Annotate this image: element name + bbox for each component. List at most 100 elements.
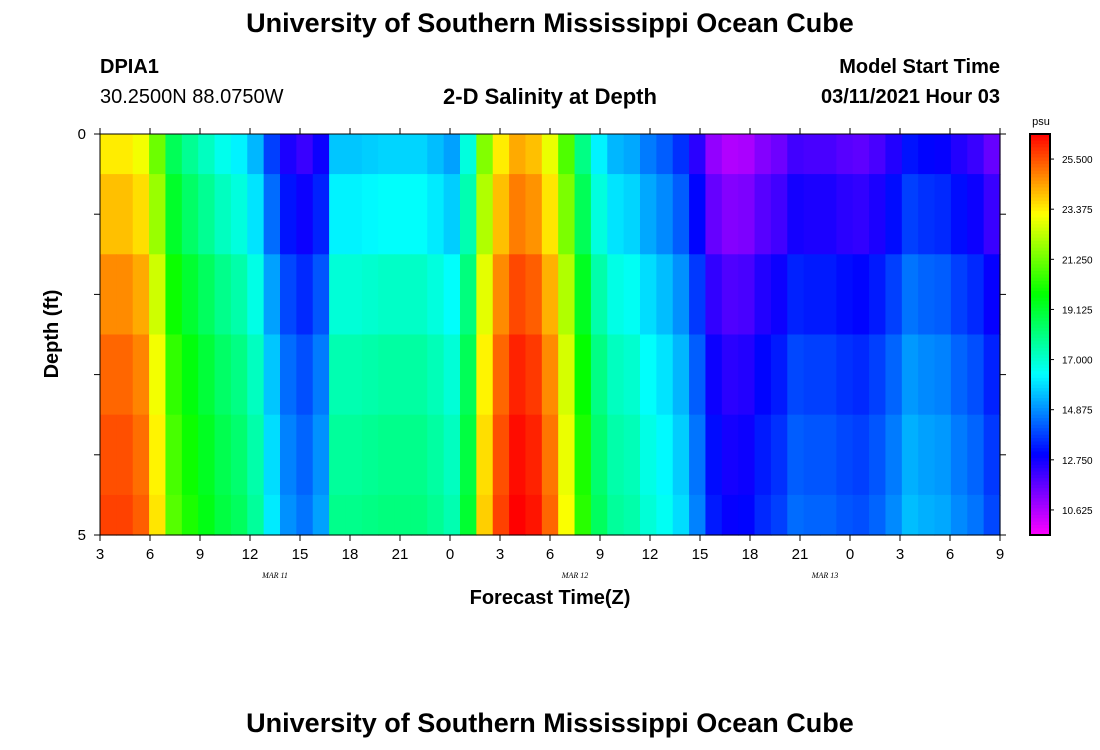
y-axis: 05: [78, 126, 1006, 544]
x-date-label: MAR 11: [261, 571, 288, 580]
heatmap-cell: [738, 414, 756, 496]
colorbar-tick-label: 14.875: [1062, 406, 1093, 417]
heatmap-cell: [263, 254, 281, 336]
colorbar-segment: [1030, 274, 1050, 279]
heatmap-cell: [345, 174, 363, 255]
colorbar-segment: [1030, 478, 1050, 483]
colorbar-tick-label: 23.375: [1062, 205, 1093, 216]
x-axis-title: Forecast Time(Z): [470, 587, 631, 609]
heatmap-cell: [329, 494, 347, 536]
heatmap-cell: [492, 414, 510, 496]
heatmap-cell: [410, 414, 428, 496]
colorbar-segment: [1030, 334, 1050, 339]
heatmap-cell: [230, 174, 248, 255]
heatmap-cell: [443, 174, 461, 255]
heatmap-cell: [394, 254, 412, 336]
x-tick-label: 9: [596, 546, 604, 563]
heatmap-cell: [869, 254, 887, 336]
heatmap-cell: [280, 254, 297, 336]
colorbar-segment: [1030, 230, 1050, 235]
colorbar-segment: [1030, 224, 1050, 229]
heatmap-cell: [525, 334, 543, 416]
colorbar-segment: [1030, 521, 1050, 526]
heatmap-cell: [329, 334, 347, 416]
colorbar-segment: [1030, 324, 1050, 329]
heatmap-cell: [705, 334, 723, 416]
heatmap-cell: [672, 414, 690, 496]
heatmap-cell: [672, 174, 690, 255]
heatmap-cell: [607, 414, 625, 496]
colorbar-segment: [1030, 184, 1050, 189]
model-start-label: Model Start Time: [839, 56, 1000, 78]
heatmap-cell: [820, 334, 837, 416]
heatmap-cell: [787, 174, 805, 255]
heatmap-cell: [836, 134, 854, 175]
heatmap-cell: [181, 174, 199, 255]
colorbar-segment: [1030, 247, 1050, 252]
heatmap-cell: [345, 494, 363, 536]
heatmap-cell: [329, 254, 347, 336]
heatmap-cell: [198, 494, 216, 536]
heatmap-cell: [721, 254, 739, 336]
colorbar-tick-label: 19.125: [1062, 305, 1093, 316]
heatmap-cell: [476, 254, 494, 336]
heatmap-cell: [230, 134, 248, 175]
colorbar-segment: [1030, 144, 1050, 148]
heatmap-cell: [672, 334, 690, 416]
heatmap-cell: [803, 334, 821, 416]
heatmap-cell: [263, 334, 281, 416]
colorbar-segment: [1030, 454, 1050, 459]
colorbar-segment: [1030, 294, 1050, 299]
heatmap-cell: [312, 494, 330, 536]
heatmap-cell: [460, 414, 477, 496]
heatmap-cell: [820, 254, 837, 336]
heatmap-cell: [181, 414, 199, 496]
x-tick-label: 6: [146, 546, 154, 563]
heatmap-cell: [214, 174, 232, 255]
heatmap-cell: [410, 134, 428, 175]
colorbar-unit: psu: [1032, 116, 1050, 128]
heatmap-cell: [230, 414, 248, 496]
colorbar-segment: [1030, 528, 1050, 533]
heatmap-cell: [754, 494, 772, 536]
heatmap-cell: [918, 174, 936, 255]
heatmap-cell: [476, 334, 494, 416]
colorbar-segment: [1030, 337, 1050, 342]
heatmap-cell: [574, 254, 592, 336]
colorbar-segment: [1030, 518, 1050, 523]
heatmap-cell: [165, 334, 183, 416]
heatmap-cell: [574, 134, 592, 175]
heatmap-cell: [476, 414, 494, 496]
heatmap-cell: [869, 414, 887, 496]
x-tick-label: 15: [292, 546, 309, 563]
heatmap-cell: [623, 334, 641, 416]
colorbar-segment: [1030, 488, 1050, 493]
heatmap-cell: [280, 414, 297, 496]
heatmap-cell: [296, 334, 314, 416]
heatmap-cell: [132, 334, 150, 416]
heatmap-cell: [918, 414, 936, 496]
station-location: 30.2500N 88.0750W: [100, 86, 284, 108]
colorbar-segment: [1030, 140, 1050, 145]
colorbar-segment: [1030, 267, 1050, 272]
colorbar-segment: [1030, 397, 1050, 402]
heatmap-cell: [509, 254, 527, 336]
heatmap-cell: [312, 414, 330, 496]
heatmap-cell: [345, 414, 363, 496]
heatmap-cell: [885, 254, 903, 336]
colorbar-segment: [1030, 481, 1050, 486]
heatmap-cell: [427, 254, 445, 336]
heatmap-cell: [165, 494, 183, 536]
colorbar-segment: [1030, 194, 1050, 199]
colorbar-segment: [1030, 341, 1050, 346]
colorbar-segment: [1030, 471, 1050, 476]
heatmap-cell: [590, 174, 608, 255]
heatmap-cell: [558, 494, 576, 536]
colorbar-segment: [1030, 377, 1050, 382]
heatmap-cell: [983, 134, 1001, 175]
colorbar-segment: [1030, 387, 1050, 392]
heatmap-cells: [100, 134, 1001, 536]
colorbar-segment: [1030, 391, 1050, 396]
heatmap-cell: [100, 494, 117, 536]
y-axis-title: Depth (ft): [41, 290, 63, 379]
